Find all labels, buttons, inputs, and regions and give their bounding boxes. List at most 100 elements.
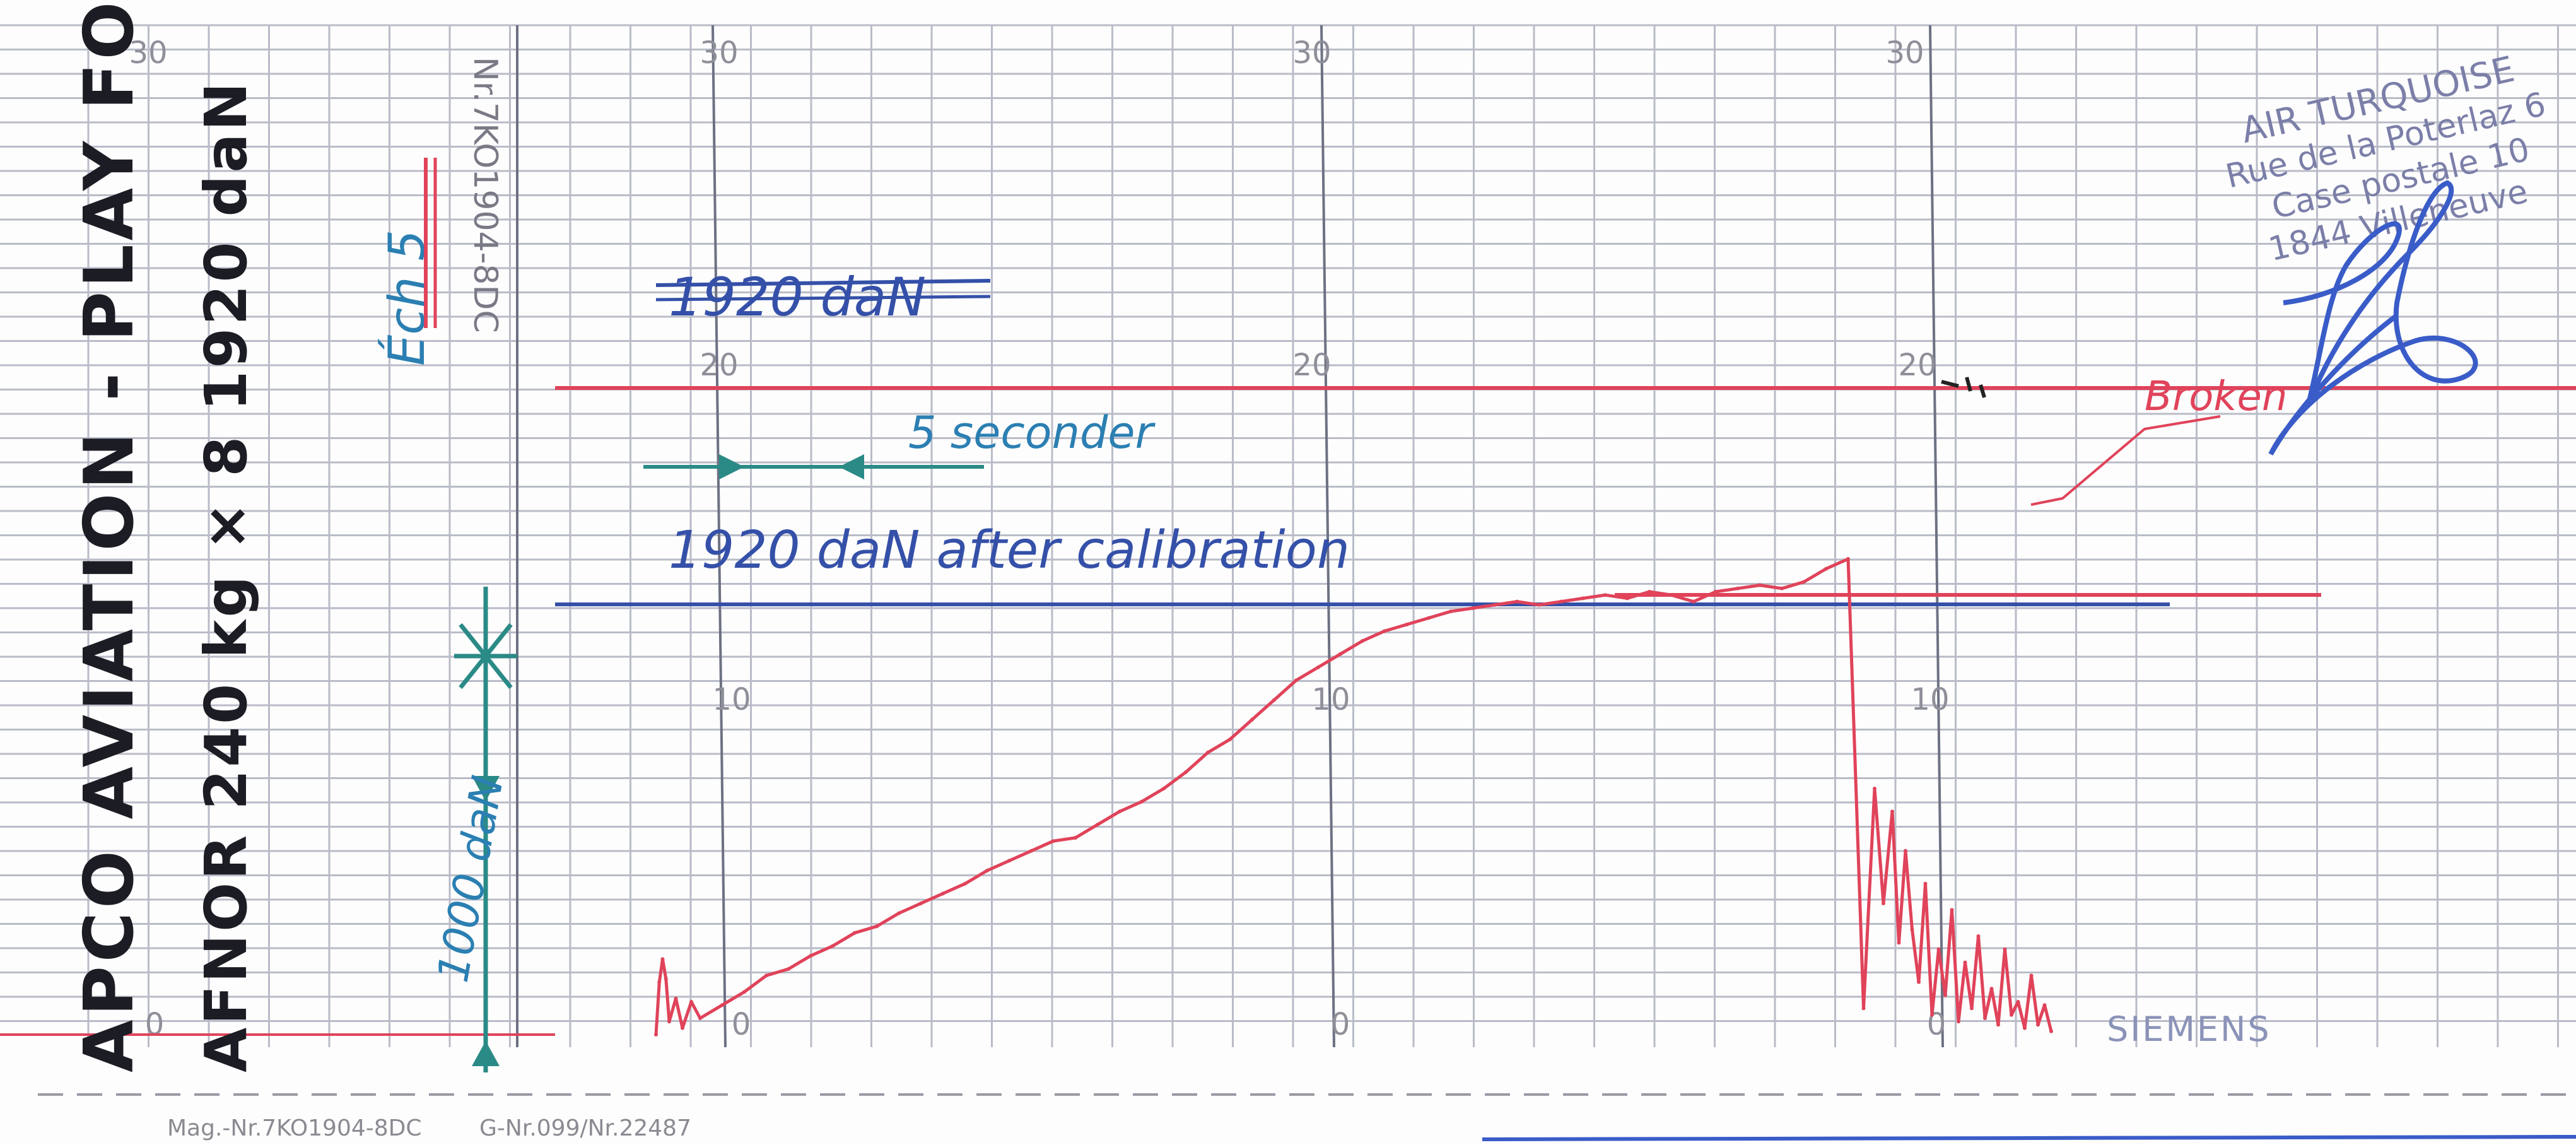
trace-point xyxy=(1890,809,1894,814)
trace-point xyxy=(1316,665,1320,669)
trace-point xyxy=(809,954,812,958)
trace-point xyxy=(1873,787,1876,790)
trace-point xyxy=(1140,799,1144,804)
trace-point xyxy=(1802,580,1806,584)
trace-point xyxy=(1250,717,1254,722)
bottom-tear-line xyxy=(1482,1135,2576,1141)
trace-point xyxy=(1559,599,1563,604)
trace-point xyxy=(1917,980,1921,984)
trace-point xyxy=(1162,787,1166,790)
trace-point xyxy=(2029,973,2034,978)
trace-point xyxy=(1780,586,1784,590)
trace-point xyxy=(2049,1029,2053,1033)
trace-point xyxy=(1904,848,1907,853)
scale-bar-bottom-arrow xyxy=(472,1041,500,1066)
trace-point xyxy=(2023,1026,2027,1030)
trace-point xyxy=(2003,947,2007,951)
grid-major-line xyxy=(711,25,727,1048)
trace-point xyxy=(1007,859,1011,863)
scale-bar-top-star xyxy=(454,623,517,690)
trace-point xyxy=(1228,737,1232,741)
trace-point xyxy=(1897,941,1901,945)
trace-point xyxy=(831,944,834,948)
signature xyxy=(2268,180,2478,455)
trace-point xyxy=(1206,750,1210,755)
trace-point xyxy=(1272,698,1276,702)
five-seconds-arrow-right xyxy=(839,454,864,479)
trace-point xyxy=(1930,1013,1934,1017)
trace-point xyxy=(1581,596,1585,601)
brand-label: SIEMENS xyxy=(2107,1009,2271,1049)
trace-point xyxy=(1692,599,1695,604)
trace-point xyxy=(1118,809,1121,814)
trace-point xyxy=(1096,823,1099,827)
target-strike-2 xyxy=(655,295,991,302)
trace-point xyxy=(1294,678,1298,683)
trace-point xyxy=(720,1003,724,1007)
trace-point xyxy=(1963,960,1967,965)
tick-label-30: 30 xyxy=(700,35,738,71)
paper-serial-block: Nr.7KO1904-8DC xyxy=(466,57,504,333)
trace-point xyxy=(1493,602,1497,607)
tick-label-20: 20 xyxy=(1898,348,1936,383)
trace-point xyxy=(660,957,665,961)
after-calibration-label: 1920 daN after calibration xyxy=(669,520,1350,580)
trace-point xyxy=(941,891,945,896)
tick-label-30: 30 xyxy=(1885,35,1924,71)
trace-point xyxy=(985,869,989,872)
trace-point xyxy=(1029,848,1033,853)
trace-point xyxy=(1338,652,1342,656)
trace-point xyxy=(1950,908,1954,912)
reference-lines xyxy=(0,386,2576,1036)
trace-point xyxy=(1846,557,1850,561)
major-grid xyxy=(516,25,1944,1048)
trace-point xyxy=(897,911,901,915)
trace-point xyxy=(1361,639,1364,643)
grid-major-line xyxy=(1929,25,1944,1048)
trace-point xyxy=(963,881,967,886)
trace-point xyxy=(1648,590,1651,594)
trace-point xyxy=(1603,593,1607,597)
scale-bar-arrow xyxy=(472,776,500,801)
trace-point xyxy=(1714,590,1718,594)
footer-right: G-Nr.099/Nr.22487 xyxy=(479,1115,691,1141)
trace-point xyxy=(1983,1016,1987,1020)
trace-point xyxy=(1471,606,1475,610)
tick-label-0: 0 xyxy=(1927,1007,1947,1042)
grid-major-line xyxy=(1320,25,1335,1048)
trace-point xyxy=(1537,602,1541,607)
trace-point xyxy=(2042,1003,2047,1007)
chart-subtitle: AFNOR 240 kg × 8 1920 daN xyxy=(192,80,260,1072)
grid xyxy=(0,24,2576,1047)
chart-title: APCO AVIATION - PLAY FOR 2 xyxy=(70,0,149,1072)
trace-point xyxy=(1957,1019,1960,1024)
trace-point xyxy=(742,990,746,994)
tick-label-10: 10 xyxy=(1911,682,1949,717)
trace-point xyxy=(1670,593,1673,597)
trace-point xyxy=(667,1019,671,1024)
five-seconds-label: 5 seconder xyxy=(908,407,1156,459)
tick-label-10: 10 xyxy=(1311,682,1350,717)
trace-point xyxy=(875,924,879,929)
trace-point xyxy=(657,980,662,984)
tick-label-0: 0 xyxy=(732,1007,751,1042)
trace-point xyxy=(674,996,678,1001)
trace-point xyxy=(1976,934,1981,938)
trace-point xyxy=(787,967,790,971)
trace-point xyxy=(1936,947,1941,951)
tick-label-0: 0 xyxy=(1331,1007,1350,1042)
trace-point xyxy=(2036,1023,2040,1027)
trace-point xyxy=(2016,1000,2020,1004)
title-block: APCO AVIATION - PLAY FOR 2 AFNOR 240 kg … xyxy=(70,0,260,1072)
trace-point xyxy=(1996,1023,2000,1027)
scale-labels: 30 30 30 30 20 20 20 10 10 10 0 0 0 0 xyxy=(129,35,1949,1042)
tick-label-30: 30 xyxy=(1292,35,1331,71)
five-seconds-arrow-left xyxy=(719,454,744,479)
trace-point xyxy=(1910,927,1914,932)
trace-point xyxy=(1923,881,1928,886)
trace-point xyxy=(681,1026,684,1030)
trace-point xyxy=(689,1000,693,1004)
footer-left: Mag.-Nr.7KO1904-8DC xyxy=(167,1115,422,1141)
